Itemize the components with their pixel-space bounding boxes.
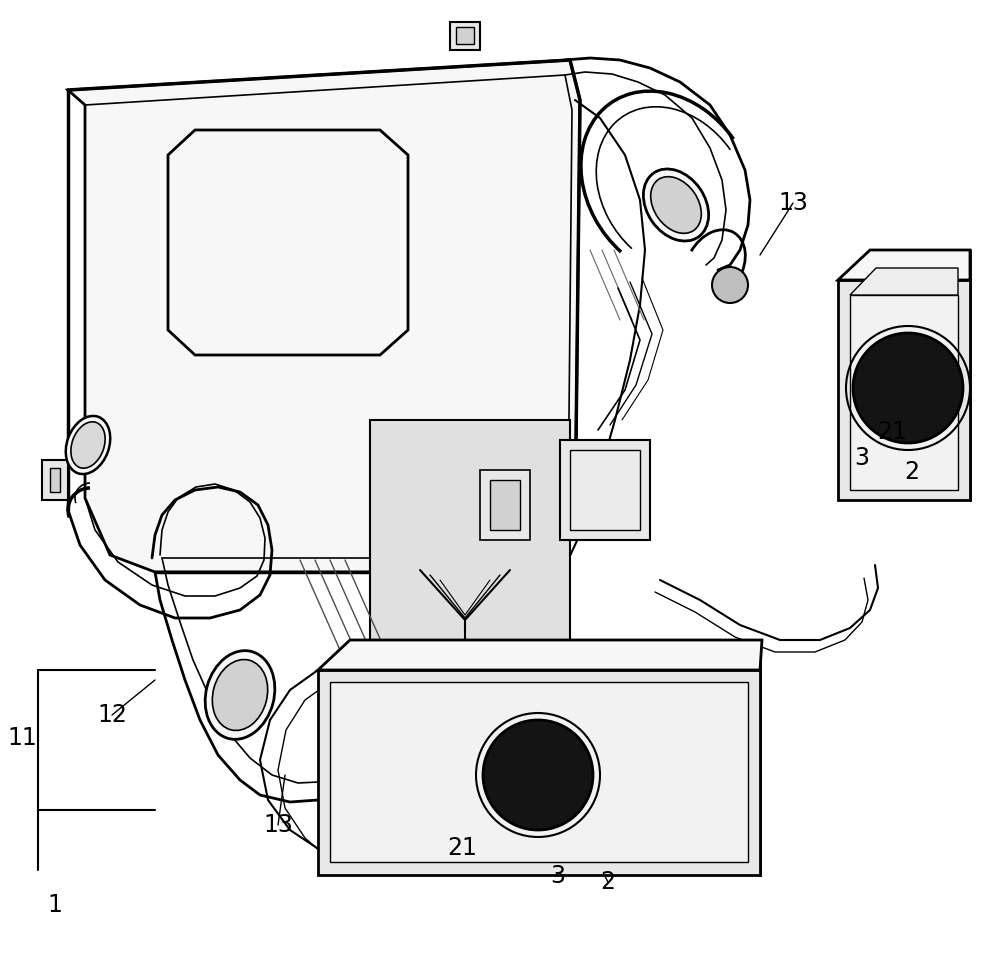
Polygon shape: [168, 130, 408, 355]
Polygon shape: [42, 460, 68, 500]
Text: 21: 21: [447, 836, 477, 860]
Text: 3: 3: [854, 446, 870, 470]
Polygon shape: [50, 468, 60, 492]
Polygon shape: [838, 280, 970, 500]
Polygon shape: [330, 682, 748, 862]
Ellipse shape: [212, 659, 268, 730]
Ellipse shape: [205, 650, 275, 740]
Ellipse shape: [643, 169, 709, 241]
Polygon shape: [490, 480, 520, 530]
Text: 21: 21: [877, 420, 907, 444]
Polygon shape: [570, 450, 640, 530]
Text: 1: 1: [48, 893, 62, 917]
Polygon shape: [838, 250, 970, 280]
Text: 13: 13: [778, 191, 808, 215]
Polygon shape: [370, 420, 570, 660]
Ellipse shape: [651, 176, 701, 234]
Ellipse shape: [71, 422, 105, 468]
Text: 13: 13: [263, 813, 293, 837]
Polygon shape: [68, 60, 580, 572]
Polygon shape: [318, 670, 760, 875]
Polygon shape: [480, 470, 530, 540]
Text: 11: 11: [7, 726, 37, 750]
Text: 2: 2: [600, 870, 616, 894]
Polygon shape: [850, 295, 958, 490]
Text: 12: 12: [97, 703, 127, 727]
Circle shape: [712, 267, 748, 303]
Text: 2: 2: [904, 460, 920, 484]
Polygon shape: [456, 27, 474, 44]
Circle shape: [853, 333, 963, 443]
Polygon shape: [560, 440, 650, 540]
Circle shape: [483, 720, 593, 830]
Ellipse shape: [66, 416, 110, 474]
Polygon shape: [318, 640, 762, 670]
Polygon shape: [450, 22, 480, 50]
Polygon shape: [850, 268, 958, 295]
Text: 3: 3: [550, 864, 566, 888]
